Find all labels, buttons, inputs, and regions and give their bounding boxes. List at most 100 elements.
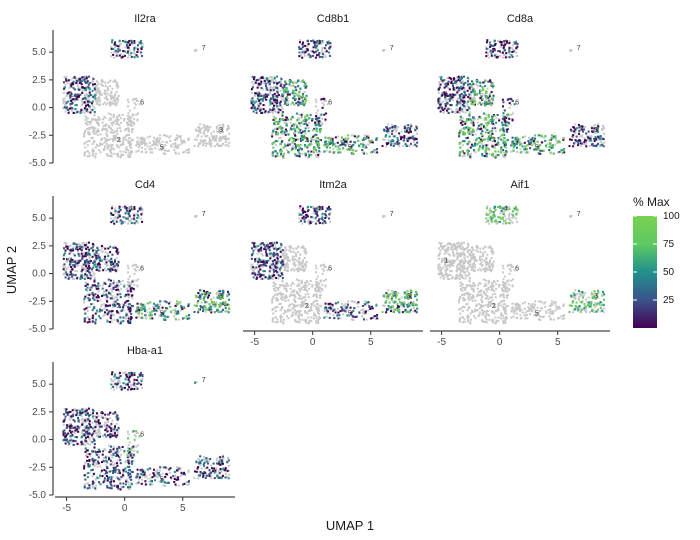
cluster-label-4: 4	[129, 39, 133, 46]
expression-point	[297, 104, 300, 107]
expression-point	[300, 113, 303, 116]
expression-point	[502, 46, 505, 49]
expression-point	[307, 130, 310, 133]
high-expression-point	[292, 84, 295, 87]
background-point	[180, 140, 183, 143]
expression-point	[442, 109, 445, 112]
background-point	[414, 124, 417, 127]
expression-point	[597, 135, 600, 138]
expression-point	[263, 80, 266, 83]
expression-point	[290, 128, 293, 131]
background-point	[95, 131, 98, 134]
background-point	[115, 144, 118, 147]
background-point	[392, 142, 395, 145]
expression-point	[486, 39, 489, 42]
background-point	[367, 135, 370, 138]
expression-point	[511, 136, 514, 139]
high-expression-point	[296, 93, 299, 96]
background-point	[318, 121, 321, 124]
background-point	[408, 138, 411, 141]
background-point	[183, 150, 186, 153]
background-point	[127, 105, 130, 108]
background-point	[481, 92, 484, 95]
background-point	[137, 112, 140, 115]
expression-point	[133, 40, 136, 43]
high-expression-point	[302, 119, 305, 122]
background-point	[321, 48, 324, 51]
background-point	[160, 146, 163, 149]
background-point	[155, 141, 158, 144]
background-point	[133, 53, 136, 56]
background-point	[511, 44, 514, 47]
expression-point	[314, 117, 317, 120]
expression-point	[74, 108, 77, 111]
background-point	[519, 148, 522, 151]
expression-point	[325, 112, 328, 115]
background-point	[112, 96, 115, 99]
expression-point	[467, 106, 470, 109]
expression-point	[508, 117, 511, 120]
background-point	[105, 123, 108, 126]
background-point	[300, 120, 303, 123]
background-point	[136, 119, 139, 122]
background-point	[487, 139, 490, 142]
background-point	[85, 122, 88, 125]
expression-point	[466, 109, 469, 112]
background-point	[63, 97, 66, 100]
background-point	[106, 153, 109, 156]
high-expression-point	[315, 142, 318, 145]
background-point	[104, 93, 107, 96]
background-point	[113, 102, 116, 105]
background-point	[129, 146, 132, 149]
background-point	[512, 112, 515, 115]
background-point	[116, 121, 119, 124]
background-point	[215, 127, 218, 130]
expression-point	[460, 92, 463, 95]
background-point	[149, 145, 152, 148]
expression-point	[461, 100, 464, 103]
high-expression-point	[341, 136, 344, 139]
background-point	[394, 130, 397, 133]
expression-point	[251, 97, 254, 100]
expression-point	[81, 79, 84, 82]
expression-point	[72, 111, 75, 114]
high-expression-point	[302, 137, 305, 140]
expression-point	[344, 144, 347, 147]
background-point	[107, 102, 110, 105]
expression-point	[459, 85, 462, 88]
background-point	[454, 79, 457, 82]
high-expression-point	[291, 101, 294, 104]
background-point	[95, 85, 98, 88]
background-point	[111, 102, 114, 105]
expression-point	[302, 41, 305, 44]
expression-point	[275, 86, 278, 89]
background-point	[103, 92, 106, 95]
background-point	[457, 97, 460, 100]
expression-point	[302, 80, 305, 83]
expression-point	[298, 97, 301, 100]
expression-point	[457, 76, 460, 79]
expression-point	[136, 51, 139, 54]
background-point	[111, 124, 114, 127]
expression-point	[471, 133, 474, 136]
background-point	[100, 93, 103, 96]
expression-point	[401, 136, 404, 139]
expression-point	[328, 142, 331, 145]
expression-point	[81, 97, 84, 100]
background-point	[64, 83, 67, 86]
expression-point	[70, 100, 73, 103]
background-point	[583, 137, 586, 140]
expression-point	[259, 77, 262, 80]
background-point	[87, 96, 90, 99]
background-point	[102, 118, 105, 121]
background-point	[281, 98, 284, 101]
background-point	[453, 95, 456, 98]
background-point	[197, 145, 200, 148]
background-point	[388, 140, 391, 143]
expression-point	[89, 94, 92, 97]
expression-point	[275, 139, 278, 142]
background-point	[94, 146, 97, 149]
background-point	[200, 140, 203, 143]
background-point	[208, 137, 211, 140]
